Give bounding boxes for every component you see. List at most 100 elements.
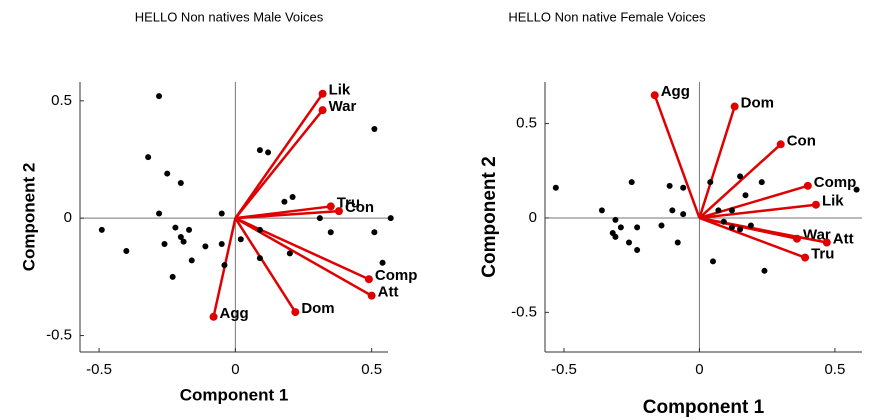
vector [699,216,828,244]
y-tick-label: 0 [64,209,72,226]
chart-title: HELLO Non natives Male Voices [135,9,324,24]
vector-label: Tru [337,194,360,211]
point [218,241,225,247]
point [628,179,635,186]
point [286,250,293,257]
point [221,262,228,269]
point [737,226,744,233]
y-tick-label: -0.5 [46,327,72,344]
point [177,179,184,186]
x-tick-label: -0.5 [86,361,112,378]
point [169,273,176,280]
point [202,243,209,250]
point [281,198,288,205]
point [737,173,744,180]
vector-label: Agg [661,83,690,100]
point [98,226,105,233]
vector [653,94,701,219]
vector-tip [822,238,831,247]
point [123,248,130,255]
point [720,218,727,225]
vector-label: Dom [741,95,774,112]
x-tick-label: 0 [231,361,239,378]
x-tick-label: 0.5 [361,361,382,378]
vector-label: Tru [811,246,834,263]
point [634,224,641,231]
point [707,179,714,186]
vector [698,106,736,219]
point [747,222,754,229]
vector-label: Dom [301,300,334,317]
x-tick-label: 0.5 [824,361,845,378]
y-tick-label: -0.5 [511,303,537,320]
point [265,149,272,156]
point [742,192,749,199]
vector [698,216,806,259]
point [634,247,641,254]
vector [234,217,373,297]
vector-tip [801,253,810,262]
point [256,147,263,154]
vector-label: Con [345,199,374,216]
y-tick-label: 0.5 [51,92,72,109]
point [612,216,619,223]
point [289,194,296,201]
vector-tip [318,89,327,98]
point [218,210,225,217]
vector-tip [650,91,659,100]
point [680,211,687,218]
point [172,224,179,231]
point [758,179,765,186]
point [161,241,168,247]
vector-tip [334,207,343,216]
point [761,267,768,274]
vector-label: War [329,98,357,115]
point [371,229,378,236]
point [853,186,860,193]
vector-tip [776,140,785,149]
vector-tip [811,200,820,209]
point [669,207,676,214]
point [680,184,687,191]
point [237,236,244,243]
point [666,182,673,189]
point [156,93,163,100]
vector-label: Att [833,230,854,247]
vector-label: Lik [329,82,351,99]
y-axis-label: Component 2 [19,163,38,272]
point [612,233,619,240]
chart-title: HELLO Non native Female Voices [508,9,706,24]
vector-tip [803,181,812,190]
point [728,224,735,231]
vector-tip [291,308,300,317]
vector [235,209,340,220]
x-axis-label: Component 1 [180,385,289,404]
point [256,226,263,233]
vector-tip [730,102,739,111]
point [371,125,378,132]
point [728,207,735,214]
point [180,238,187,245]
vector-tip [318,106,327,115]
vector-tip [326,202,335,211]
vector-label: Lik [822,193,844,210]
vector [234,109,324,219]
point [598,207,605,214]
vector [698,143,782,219]
x-tick-label: 0 [695,361,703,378]
point [177,233,184,240]
point [145,154,152,161]
vector-label: Comp [375,267,418,284]
point [674,239,681,246]
y-axis-label: Component 2 [479,156,500,277]
point [379,259,386,266]
y-tick-label: 0 [529,209,537,226]
x-tick-label: -0.5 [551,361,577,378]
point [658,222,665,229]
point [617,224,624,231]
vector-label: Comp [814,174,857,191]
vector [699,203,817,220]
y-tick-label: 0.5 [516,115,537,132]
point [327,229,334,236]
